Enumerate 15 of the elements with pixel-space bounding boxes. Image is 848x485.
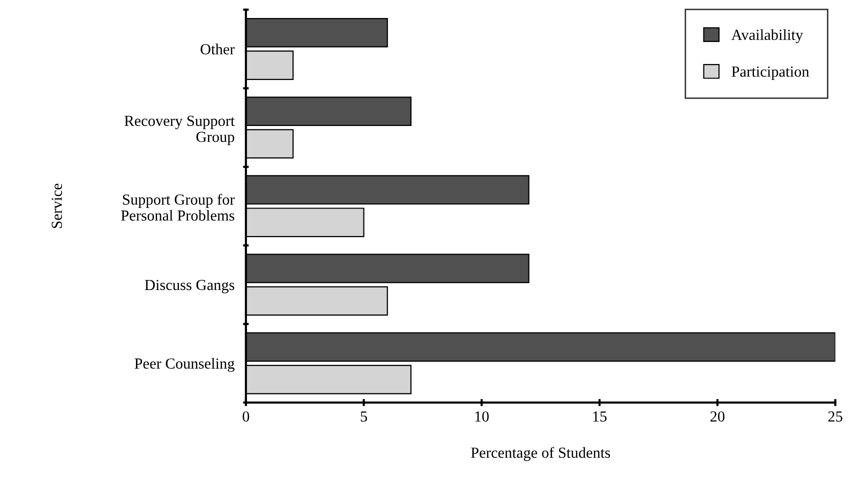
legend-label: Participation: [732, 66, 810, 80]
y-tick-label: Peer Counseling: [134, 358, 235, 372]
y-tick-label: Other: [200, 44, 235, 54]
x-tick-label: 20: [710, 411, 724, 422]
x-tick-label: 0: [242, 411, 250, 422]
x-tick-label: 15: [593, 411, 607, 422]
y-tick-label: Support Group for Personal Problems: [121, 194, 235, 221]
legend-label: Availability: [731, 29, 804, 44]
y-tick-label: Recovery Support Group: [124, 116, 235, 146]
y-axis-title: Service: [52, 184, 62, 228]
x-tick-label: 5: [360, 411, 368, 422]
y-tick-label: Discuss Gangs: [144, 280, 234, 294]
x-tick-label: 10: [475, 411, 489, 422]
x-axis-title: Percentage of Students: [471, 446, 610, 462]
x-tick-label: 25: [828, 411, 842, 422]
